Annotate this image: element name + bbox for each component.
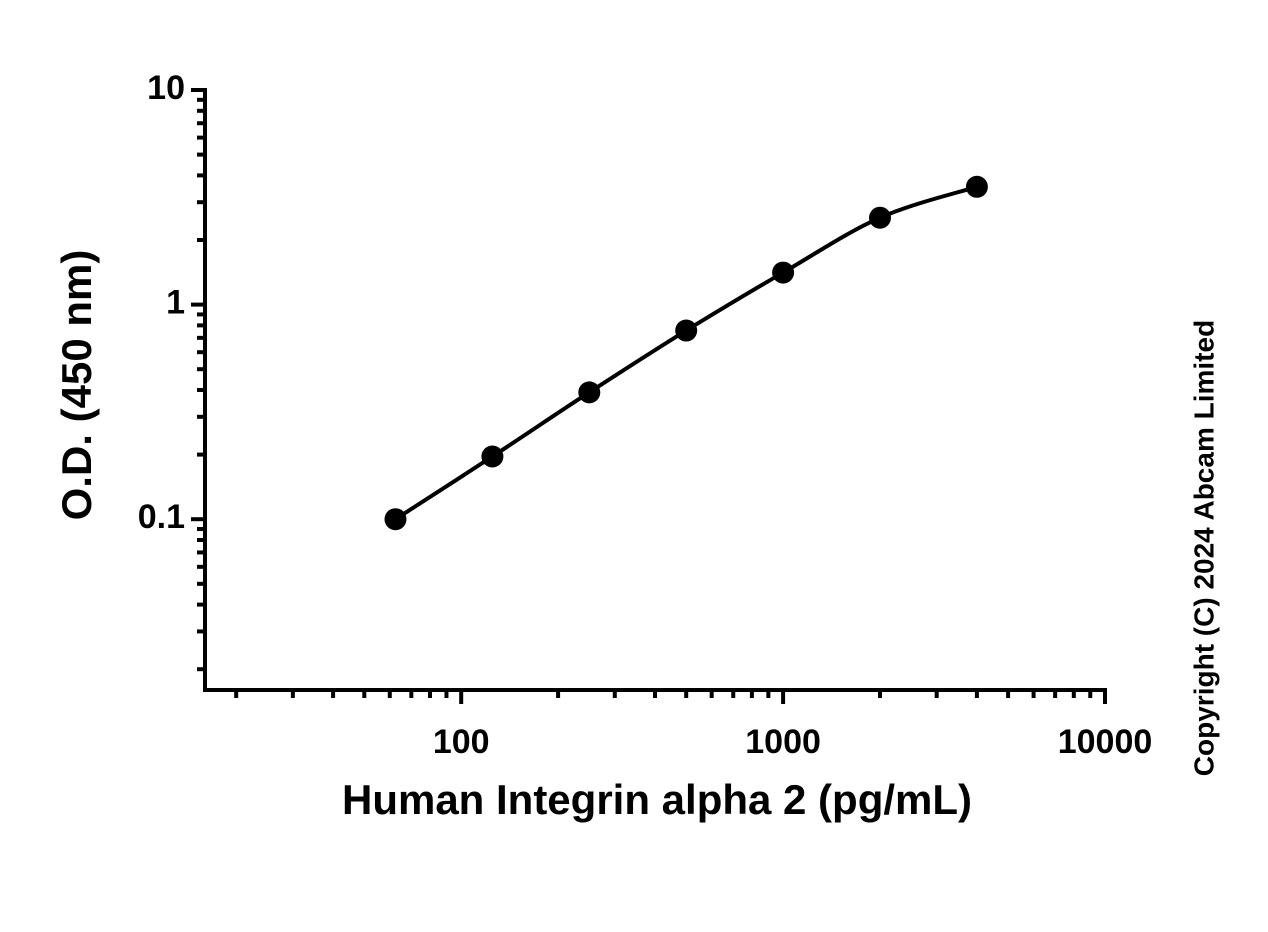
data-point (965, 175, 988, 198)
y-tick-label: 1 (166, 284, 185, 322)
y-tick-label: 0.1 (138, 498, 185, 536)
x-tick-label: 10000 (1058, 723, 1153, 761)
data-point (384, 508, 407, 531)
x-axis-title: Human Integrin alpha 2 (pg/mL) (342, 776, 972, 823)
y-axis-title: O.D. (450 nm) (53, 250, 100, 521)
copyright: Copyright (C) 2024 Abcam Limited (1188, 320, 1219, 776)
x-tick-label: 1000 (745, 723, 821, 761)
data-point (869, 206, 891, 229)
data-point (578, 381, 601, 404)
data-point (675, 319, 698, 342)
data-point (772, 261, 795, 284)
data-point (481, 445, 504, 468)
fit-curve (394, 184, 978, 521)
x-tick-label: 100 (433, 723, 490, 761)
y-tick-label: 10 (147, 69, 185, 107)
